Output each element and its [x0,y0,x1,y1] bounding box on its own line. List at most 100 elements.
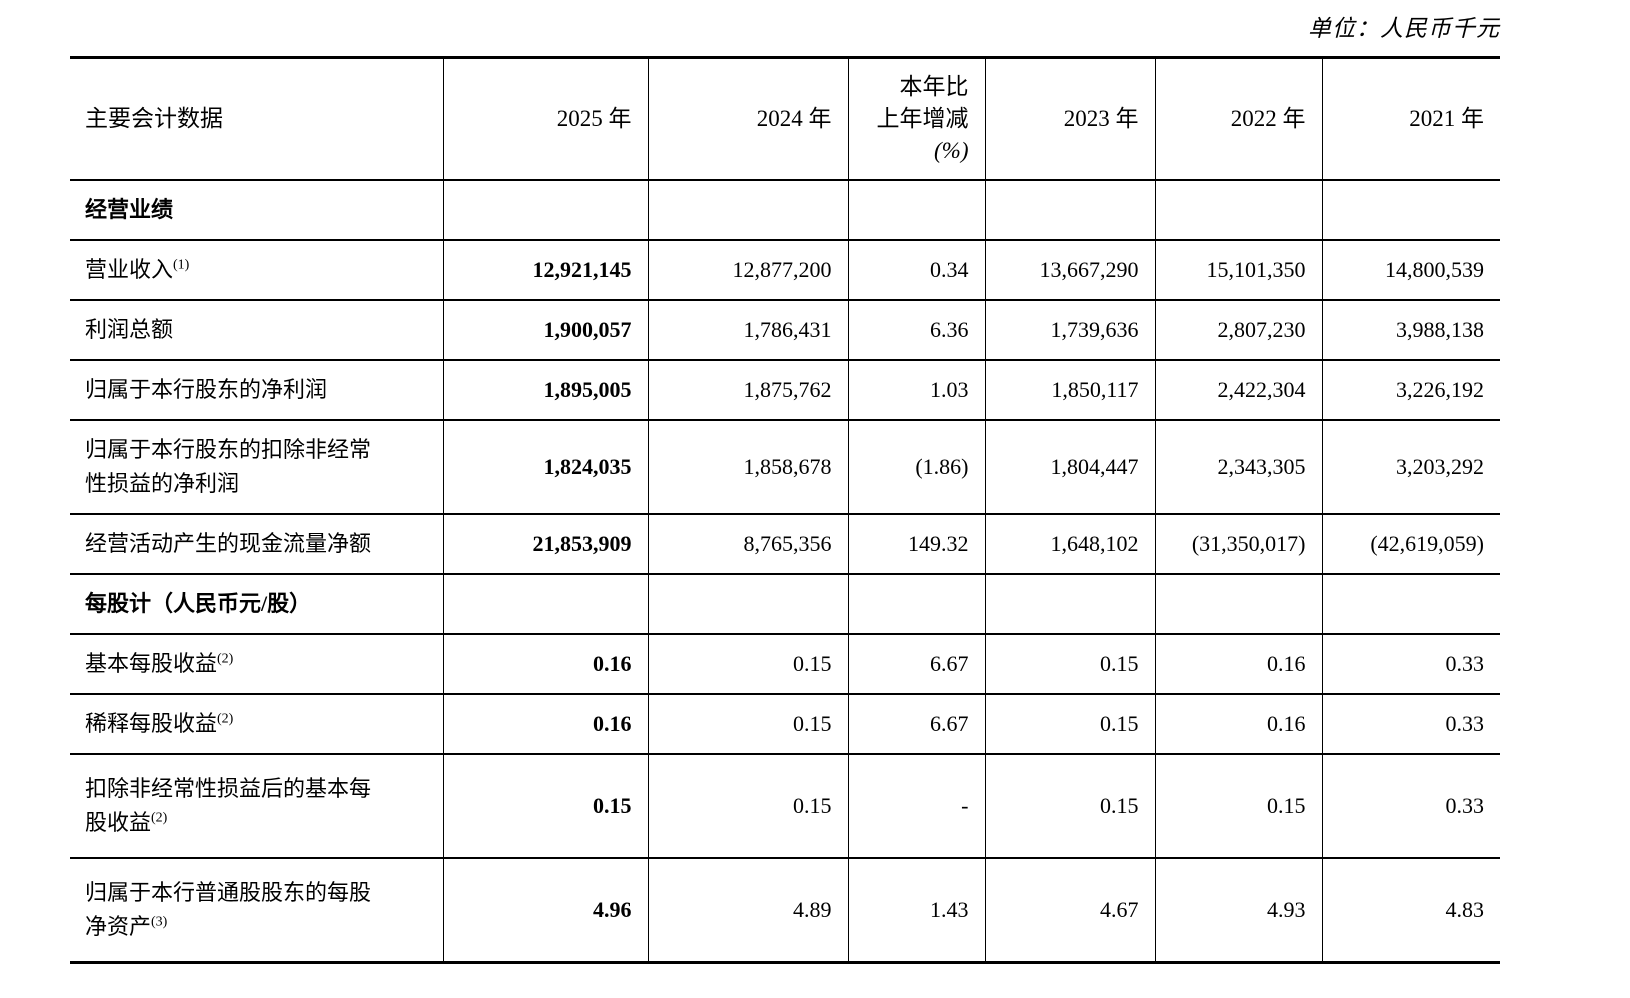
data-row: 归属于本行股东的扣除非经常 性损益的净利润 1,824,035 1,858,678(… [70,420,1500,515]
cell-2025 [442,574,648,635]
cell-yoy-change: 1.43 [847,858,985,964]
cell-2022: 0.16 [1154,634,1322,695]
table-body: 经营业绩 营业收入(1) 12,921,145 12,877,200 0.34 13,66… [70,180,1500,964]
cell-2024: 1,875,762 [647,360,848,421]
section-row: 经营业绩 [70,180,1500,241]
data-row: 扣除非经常性损益后的基本每 股收益(2) 0.15 0.15-0.15 0.15 0.3… [70,754,1500,859]
header-year-2025: 2025 年 [442,56,648,181]
footnote-reference: (2) [151,810,168,826]
cell-2023: 0.15 [984,694,1155,755]
cell-2025: 21,853,909 [442,514,648,575]
yoy-change-line-2: 上年增减 [876,106,969,131]
data-row: 基本每股收益(2) 0.16 0.15 6.67 0.15 0.16 0.33 [70,634,1500,695]
section-row: 每股计（人民币元/股） [70,574,1500,635]
cell-2023: 1,804,447 [984,420,1155,515]
cell-2025: 12,921,145 [442,240,648,301]
report-page: 单位：人民币千元 主要会计数据 2025 年 2024 年 本年比 上年增减 (… [70,16,1500,964]
cell-2025: 1,895,005 [442,360,648,421]
table-header-row: 主要会计数据 2025 年 2024 年 本年比 上年增减 (%) 2023 年… [70,56,1500,181]
cell-2025: 0.16 [442,694,648,755]
cell-2021: 14,800,539 [1321,240,1500,301]
cell-2024: 8,765,356 [647,514,848,575]
cell-2023 [984,574,1155,635]
cell-2024: 4.89 [647,858,848,964]
cell-2024 [647,180,848,241]
cell-2022: 0.16 [1154,694,1322,755]
cell-yoy-change [847,180,985,241]
cell-2021: 0.33 [1321,634,1500,695]
cell-yoy-change: (1.86) [847,420,985,515]
cell-2022: (31,350,017) [1154,514,1322,575]
cell-yoy-change: 149.32 [847,514,985,575]
cell-2023: 0.15 [984,634,1155,695]
cell-2024: 1,786,431 [647,300,848,361]
row-label: 经营活动产生的现金流量净额 [70,514,443,575]
cell-2022: 2,422,304 [1154,360,1322,421]
cell-2025 [442,180,648,241]
header-year-2021: 2021 年 [1321,56,1500,181]
header-yoy-change: 本年比 上年增减 (%) [847,56,985,181]
cell-2021: 4.83 [1321,858,1500,964]
yoy-change-percent-label: (%) [934,138,969,163]
row-label: 归属于本行普通股股东的每股 净资产(3) [70,858,443,964]
row-label: 经营业绩 [70,180,443,241]
cell-2024: 12,877,200 [647,240,848,301]
cell-2021: 3,226,192 [1321,360,1500,421]
cell-2023: 1,739,636 [984,300,1155,361]
cell-2024: 0.15 [647,694,848,755]
cell-2021: 0.33 [1321,694,1500,755]
header-year-2022: 2022 年 [1154,56,1322,181]
footnote-reference: (3) [151,914,168,930]
row-label: 营业收入(1) [70,240,443,301]
data-row: 利润总额 1,900,057 1,786,431 6.36 1,739,636 2,807… [70,300,1500,361]
data-row: 归属于本行普通股股东的每股 净资产(3) 4.96 4.89 1.43 4.67 4.93… [70,858,1500,964]
cell-2022: 0.15 [1154,754,1322,859]
unit-note: 单位：人民币千元 [1308,16,1500,41]
cell-2021: 3,203,292 [1321,420,1500,515]
cell-2022: 2,343,305 [1154,420,1322,515]
cell-yoy-change [847,574,985,635]
cell-yoy-change: - [847,754,985,859]
cell-2024 [647,574,848,635]
key-accounting-data-table: 主要会计数据 2025 年 2024 年 本年比 上年增减 (%) 2023 年… [70,56,1500,964]
cell-2024: 1,858,678 [647,420,848,515]
cell-2025: 1,900,057 [442,300,648,361]
cell-2025: 0.16 [442,634,648,695]
header-main-metrics: 主要会计数据 [70,56,443,181]
row-label-suffix: （人民币元/股） [151,591,312,616]
cell-2024: 0.15 [647,634,848,695]
cell-2021 [1321,574,1500,635]
cell-2023 [984,180,1155,241]
data-row: 营业收入(1) 12,921,145 12,877,200 0.34 13,667,29… [70,240,1500,301]
cell-2022 [1154,180,1322,241]
cell-2023: 1,648,102 [984,514,1155,575]
row-label: 归属于本行股东的扣除非经常 性损益的净利润 [70,420,443,515]
cell-2022 [1154,574,1322,635]
cell-2021: 3,988,138 [1321,300,1500,361]
cell-2022: 4.93 [1154,858,1322,964]
cell-2021: 0.33 [1321,754,1500,859]
footnote-reference: (1) [173,257,190,273]
yoy-change-line-1: 本年比 [899,74,969,99]
row-label: 稀释每股收益(2) [70,694,443,755]
cell-2025: 0.15 [442,754,648,859]
data-row: 经营活动产生的现金流量净额 21,853,909 8,765,356 149.32 1,… [70,514,1500,575]
cell-2022: 2,807,230 [1154,300,1322,361]
cell-2023: 1,850,117 [984,360,1155,421]
cell-2023: 4.67 [984,858,1155,964]
footnote-reference: (2) [217,711,234,727]
cell-2021 [1321,180,1500,241]
cell-2022: 15,101,350 [1154,240,1322,301]
cell-2024: 0.15 [647,754,848,859]
cell-2021: (42,619,059) [1321,514,1500,575]
row-label: 每股计（人民币元/股） [70,574,443,635]
cell-2023: 13,667,290 [984,240,1155,301]
row-label: 扣除非经常性损益后的基本每 股收益(2) [70,754,443,859]
data-row: 稀释每股收益(2) 0.16 0.15 6.67 0.15 0.16 0.33 [70,694,1500,755]
cell-yoy-change: 6.36 [847,300,985,361]
row-label: 归属于本行股东的净利润 [70,360,443,421]
row-label: 利润总额 [70,300,443,361]
cell-2025: 4.96 [442,858,648,964]
row-label: 基本每股收益(2) [70,634,443,695]
cell-2025: 1,824,035 [442,420,648,515]
